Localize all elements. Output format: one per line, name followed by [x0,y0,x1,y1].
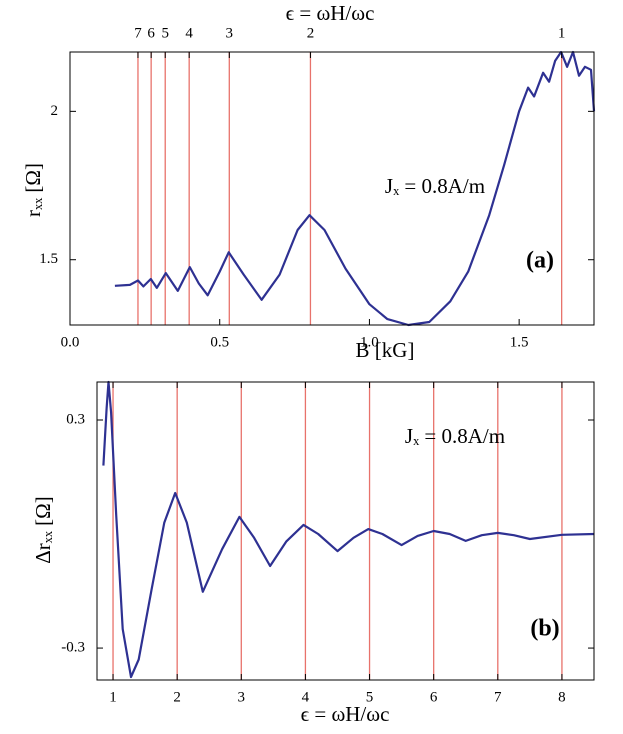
x-tick-label: 7 [494,689,502,705]
plot-frame [96,381,595,681]
x-axis-label: ϵ = ωH/ωc [301,702,390,726]
x-tick-label: 6 [430,689,438,705]
x-axis-label: B [kG] [356,338,415,362]
top-tick-label: 4 [185,25,193,41]
top-tick-label: 7 [134,25,142,41]
top-tick-label: 5 [161,25,169,41]
annotation: Jₓ = 0.8A/m [385,174,485,198]
x-tick-label: 4 [302,689,310,705]
x-tick-label: 1 [109,689,117,705]
plot-frame [69,51,595,326]
x-tick-label: 2 [173,689,181,705]
top-tick-label: 3 [226,25,234,41]
y-axis-label: Δrₓₓ [Ω] [31,496,55,564]
y-tick-label: 0.3 [66,411,85,427]
y-tick-label: 2 [51,103,59,119]
x-tick-label: 1.5 [510,334,529,350]
top-axis-label: ϵ = ωH/ωc [286,1,375,25]
annotation: Jₓ = 0.8A/m [405,424,505,448]
data-line [114,50,596,327]
panel-label: (b) [530,616,559,642]
x-tick-label: 0.5 [210,334,229,350]
y-tick-label: -0.3 [61,640,85,656]
panel-label: (a) [526,248,554,274]
top-tick-label: 1 [558,25,566,41]
data-line [102,380,595,679]
x-tick-label: 5 [366,689,374,705]
x-tick-label: 8 [558,689,566,705]
y-tick-label: 1.5 [39,251,58,267]
x-tick-label: 0.0 [61,334,80,350]
x-tick-label: 1.0 [360,334,379,350]
top-tick-label: 2 [307,25,315,41]
top-tick-label: 6 [147,25,155,41]
y-axis-label: rₓₓ [Ω] [21,163,45,217]
x-tick-label: 3 [238,689,246,705]
